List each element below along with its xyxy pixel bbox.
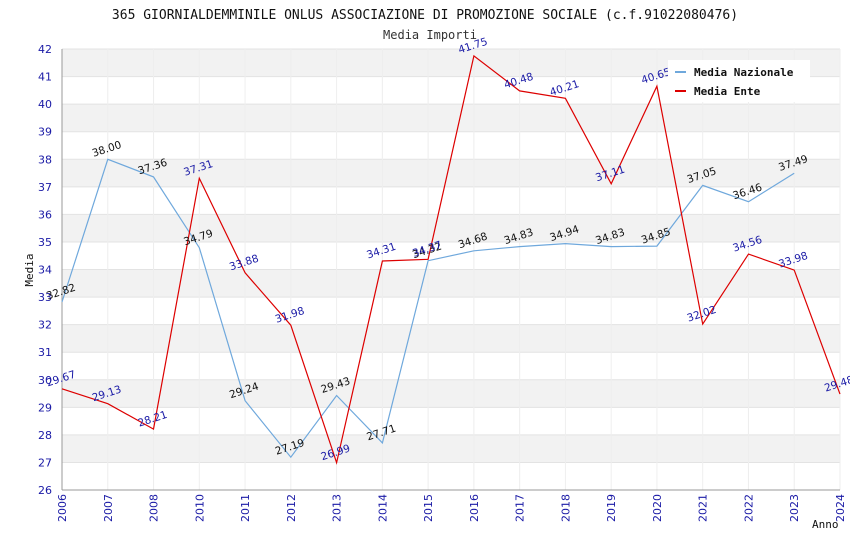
x-axis-label: Anno [812,518,839,531]
y-tick-label: 30 [38,374,52,387]
y-tick-label: 27 [38,456,52,469]
y-tick-label: 28 [38,429,52,442]
y-tick-label: 31 [38,346,52,359]
y-tick-label: 36 [38,208,52,221]
plot-band [62,159,840,187]
y-axis-ticks: 26 27 28 29 30 31 32 33 34 35 36 37 38 39 40 41 42 [38,43,52,497]
x-tick-label: 2022 [742,494,755,522]
plot-band [62,297,840,325]
legend-label: Media Nazionale [694,66,794,79]
x-tick-label: 2021 [697,494,710,522]
x-tick-label: 2024 [834,494,847,522]
x-tick-label: 2018 [559,494,572,522]
x-tick-label: 2023 [788,494,801,522]
y-tick-label: 41 [38,71,52,84]
y-axis-label: Media [23,253,36,286]
x-tick-label: 2016 [468,494,481,522]
x-tick-label: 2007 [102,494,115,522]
x-tick-label: 2017 [514,494,527,522]
y-tick-label: 40 [38,98,52,111]
y-tick-label: 38 [38,153,52,166]
x-tick-label: 2020 [651,494,664,522]
plot-band [62,324,840,353]
legend-box [668,60,810,102]
plot-band [62,407,840,435]
series-lines [61,54,841,465]
y-tick-label: 33 [38,291,52,304]
plot-band [62,104,840,132]
x-tick-label: 2014 [376,494,389,522]
y-tick-label: 32 [38,319,52,332]
chart-title: 365 GIORNIALDEMMINILE ONLUS ASSOCIAZIONE… [112,8,738,23]
plot-band [62,462,840,490]
x-tick-label: 2010 [193,494,206,522]
plot-band [62,379,840,408]
y-tick-label: 26 [38,484,52,497]
x-tick-label: 2015 [422,494,435,522]
y-tick-label: 39 [38,126,52,139]
plot-band [62,269,840,298]
y-tick-label: 37 [38,181,52,194]
y-tick-label: 34 [38,264,52,277]
y-tick-label: 29 [38,401,52,414]
plot-band [62,131,840,160]
plot-band [62,434,840,463]
legend: Media Nazionale Media Ente [668,60,810,102]
series-line-media-nazionale [61,158,795,459]
x-tick-label: 2006 [56,494,69,522]
x-tick-label: 2013 [331,494,344,522]
plot-band [62,352,840,380]
x-tick-label: 2019 [605,494,618,522]
plot-band [62,214,840,242]
series-line-media-ente [61,54,841,465]
chart-subtitle: Media Importi [383,28,477,42]
legend-label: Media Ente [694,85,761,98]
plot-background [61,48,841,491]
x-tick-label: 2011 [239,494,252,522]
y-tick-label: 35 [38,236,52,249]
y-tick-label: 42 [38,43,52,56]
x-axis-ticks: 2006 2007 2008 2010 2011 2012 2013 2014 2015 2016… [56,494,847,522]
x-tick-label: 2012 [285,494,298,522]
x-tick-label: 2008 [148,494,161,522]
plot-band [62,186,840,215]
